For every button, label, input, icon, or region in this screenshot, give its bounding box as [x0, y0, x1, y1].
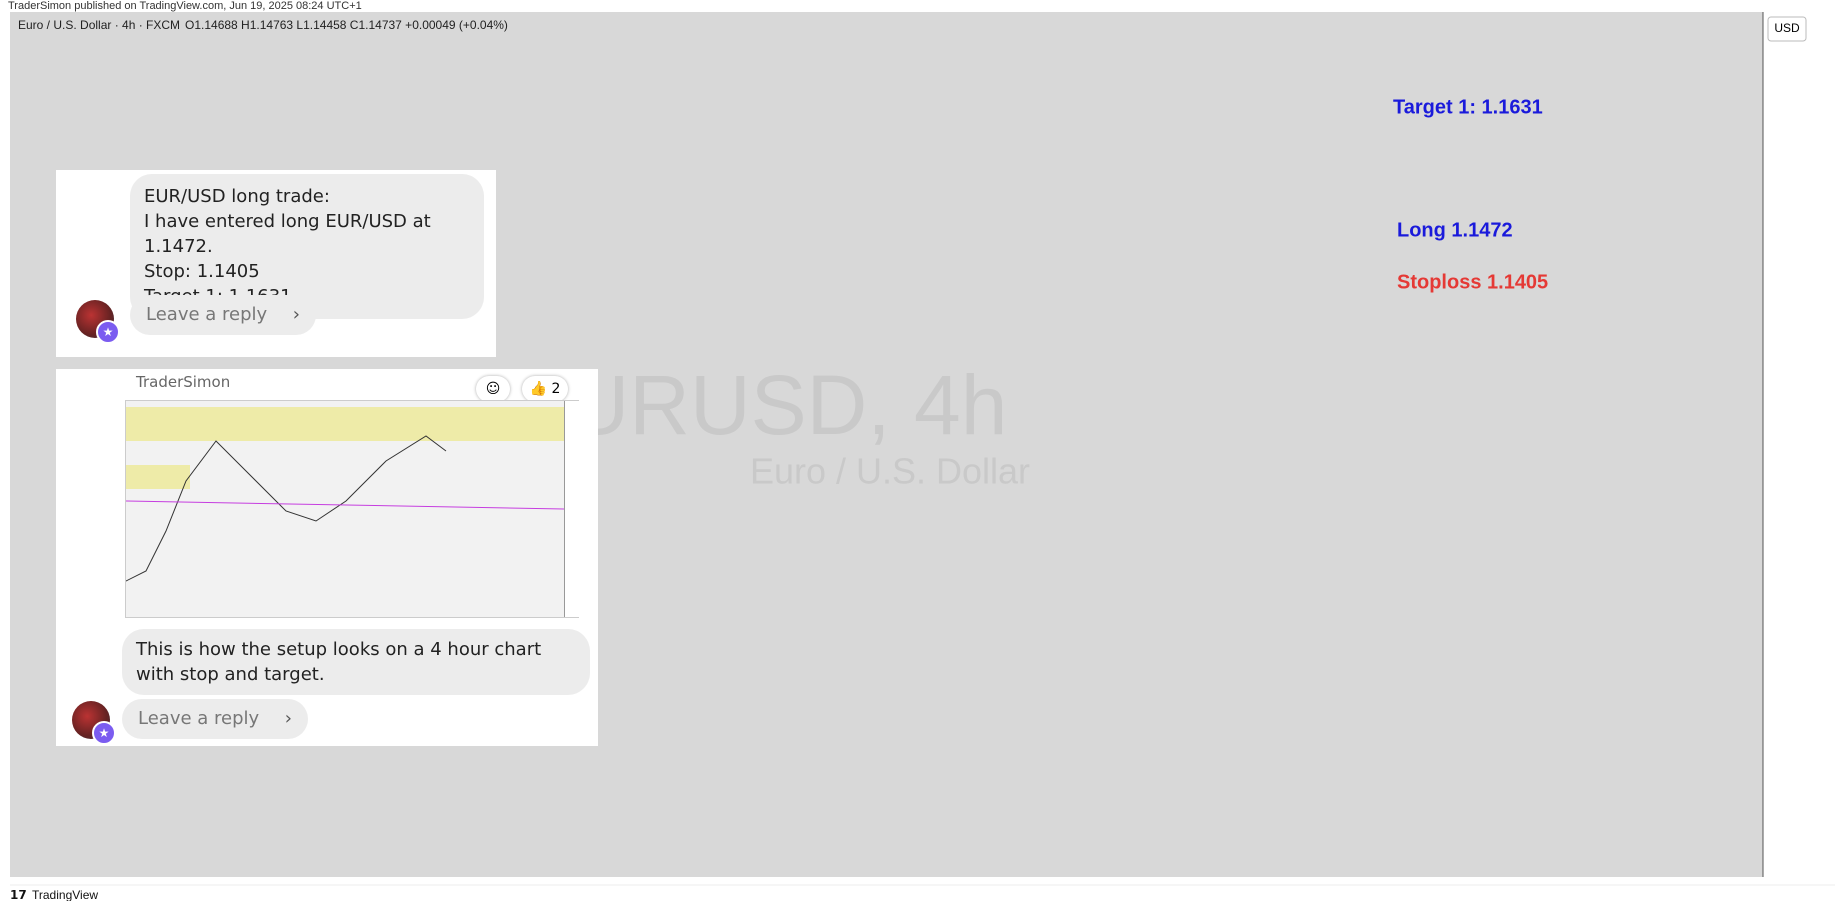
badge: ★: [96, 320, 120, 344]
annotation: Target 1: 1.1631: [1393, 96, 1543, 118]
footer-logo: 𝟭𝟳: [10, 888, 27, 901]
published-line: TraderSimon published on TradingView.com…: [8, 0, 362, 12]
annotation: Long 1.1472: [1397, 219, 1513, 241]
like-count[interactable]: 2: [551, 381, 561, 397]
thumbnail-trend: [126, 500, 564, 510]
reply-button[interactable]: Leave a reply ›: [122, 699, 308, 739]
annotation: Stoploss 1.1405: [1397, 271, 1548, 293]
reply-text[interactable]: Leave a reply: [146, 304, 268, 325]
like-button[interactable]: 👍 2: [522, 376, 568, 402]
reply-button[interactable]: Leave a reply ›: [130, 295, 316, 335]
footer: TradingView: [32, 888, 98, 901]
badge: ★: [92, 721, 116, 745]
message-line: EUR/USD long trade:: [144, 186, 330, 207]
message-panel: EUR/USD long trade: I have entered long …: [56, 170, 496, 357]
message-bubble: This is how the setup looks on a 4 hour …: [122, 629, 590, 695]
message-text: This is how the setup looks on a 4 hour …: [136, 639, 542, 685]
author: TraderSimon: [136, 373, 231, 391]
message-line: Stop: 1.1405: [144, 261, 260, 282]
currency-box[interactable]: [1767, 16, 1807, 42]
symbol: Euro / U.S. Dollar · 4h · FXCM: [18, 18, 180, 32]
watermark-sub: Euro / U.S. Dollar: [750, 451, 1030, 492]
message-line: I have entered long EUR/USD at 1.1472.: [144, 211, 431, 257]
price-axis: [1763, 12, 1835, 877]
message-bubble: EUR/USD long trade: I have entered long …: [130, 174, 484, 319]
thumbnail-line: [126, 435, 447, 582]
ohlc: O1.14688 H1.14763 L1.14458 C1.14737 +0.0…: [185, 18, 508, 32]
thumbnail-graphic: [126, 435, 564, 582]
add-reaction[interactable]: ☺: [476, 376, 510, 402]
message-panel: TraderSimon ☺ 👍 2 This is how the setup …: [56, 369, 598, 746]
reply-text[interactable]: Leave a reply: [138, 708, 260, 729]
currency[interactable]: USD: [1774, 21, 1800, 35]
thumbnail[interactable]: [125, 400, 579, 618]
